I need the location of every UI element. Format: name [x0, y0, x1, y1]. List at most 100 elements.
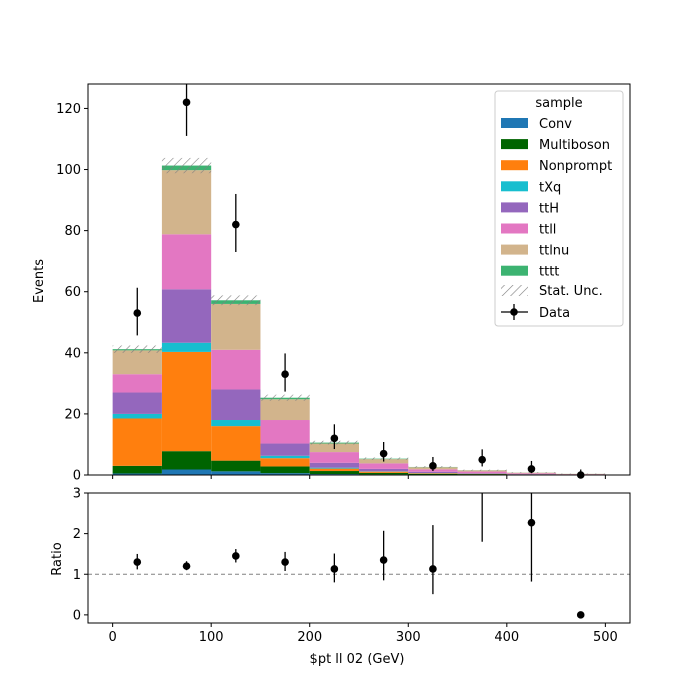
- data-point-0: [133, 309, 142, 317]
- bar-tth-bin-7: [457, 473, 507, 474]
- bar-txq-bin-4: [309, 467, 359, 469]
- data-point-1: [182, 98, 191, 107]
- main-y-tick-label-0: 0: [73, 469, 81, 484]
- bar-ttlnu-bin-3: [260, 399, 310, 421]
- ratio-points: [133, 493, 585, 619]
- data-point-5: [379, 449, 388, 458]
- legend-label-nonprompt: Nonprompt: [539, 159, 612, 174]
- bar-multiboson-bin-0: [112, 465, 162, 474]
- legend-swatch-tttt: [501, 265, 528, 276]
- ratio-point-5: [379, 556, 388, 564]
- bar-multiboson-bin-7: [457, 474, 507, 475]
- bar-ttll-bin-8: [506, 473, 557, 475]
- data-point-3: [281, 370, 289, 378]
- ratio-panel: 0 1 2 3 0 100 200 300 400 500 Ratio: [50, 487, 631, 645]
- bar-nonprompt-bin-4: [309, 468, 359, 472]
- bar-ttlnu-bin-1: [161, 170, 212, 235]
- ratio-point-2: [232, 552, 240, 560]
- bar-conv-bin-1: [161, 469, 212, 475]
- bar-multiboson-bin-3: [260, 466, 310, 474]
- bar-conv-bin-0: [112, 473, 162, 475]
- legend-label-txq: tXq: [539, 180, 561, 195]
- bar-ttlnu-bin-7: [457, 470, 507, 472]
- bar-nonprompt-bin-6: [408, 473, 458, 474]
- stacked-bars: [112, 165, 606, 475]
- bar-txq-bin-3: [260, 455, 310, 459]
- legend-label-data: Data: [539, 306, 570, 321]
- bar-ttll-bin-0: [112, 374, 162, 393]
- legend-entries: Conv Multiboson Nonprompt tXq ttH ttll ttlnu tt…: [501, 117, 612, 280]
- data-point-8: [527, 465, 536, 473]
- x-axis-label: $pt ll 02 (GeV): [310, 652, 405, 667]
- legend-swatch-tth: [501, 202, 528, 213]
- legend-label-stat-unc: Stat. Unc.: [539, 284, 603, 299]
- bar-multiboson-bin-1: [161, 451, 212, 470]
- bar-tth-bin-6: [408, 471, 458, 474]
- legend-title: sample: [535, 96, 582, 111]
- legend-entry-stat-unc: Stat. Unc.: [501, 284, 603, 299]
- ratio-point-9: [576, 611, 585, 619]
- main-y-tick-label-3: 60: [64, 285, 81, 300]
- data-point-7: [478, 455, 486, 464]
- bar-ttll-bin-4: [309, 452, 359, 463]
- legend-label-ttll: ttll: [539, 223, 556, 238]
- main-y-tick-label-2: 40: [64, 346, 81, 361]
- bar-tth-bin-0: [112, 392, 162, 414]
- main-y-tick-label-6: 120: [56, 102, 81, 117]
- bar-ttll-bin-7: [457, 471, 507, 474]
- bar-ttll-bin-2: [211, 349, 261, 390]
- legend-swatch-multiboson: [501, 139, 528, 150]
- ratio-point-3: [281, 558, 289, 566]
- data-point-4: [330, 434, 339, 443]
- bar-ttll-bin-5: [359, 463, 409, 469]
- bar-ttlnu-bin-0: [112, 350, 162, 375]
- ratio-y-tick-label-3: 3: [73, 487, 81, 502]
- ratio-y-tick-label-1: 1: [73, 568, 81, 583]
- stat-unc-band-bin-7: [457, 469, 507, 471]
- legend-label-conv: Conv: [539, 117, 572, 132]
- bar-tth-bin-4: [309, 462, 359, 468]
- x-tick-label-4: 400: [494, 630, 519, 645]
- main-y-tick-label-5: 100: [56, 163, 81, 178]
- main-y-ticks: 0 20 40 60 80 100 120: [56, 102, 88, 484]
- bar-nonprompt-bin-5: [359, 471, 409, 473]
- x-tick-label-3: 300: [396, 630, 421, 645]
- ratio-x-ticks: 0 100 200 300 400 500: [108, 623, 618, 645]
- data-points: [133, 84, 585, 479]
- bar-conv-bin-2: [211, 471, 261, 475]
- legend-label-tttt: tttt: [539, 265, 559, 280]
- bar-nonprompt-bin-1: [161, 351, 212, 452]
- ratio-point-1: [182, 562, 191, 570]
- main-y-tick-label-1: 20: [64, 407, 81, 422]
- ratio-y-tick-label-2: 2: [73, 527, 81, 542]
- ratio-point-0: [133, 558, 142, 566]
- bar-txq-bin-1: [161, 342, 212, 352]
- bar-tth-bin-2: [211, 389, 261, 421]
- ratio-y-tick-label-0: 0: [73, 608, 81, 623]
- bar-nonprompt-bin-0: [112, 418, 162, 466]
- main-y-tick-label-4: 80: [64, 224, 81, 239]
- main-panel: 0 20 40 60 80 100 120 Events sample Conv Multib…: [32, 83, 631, 484]
- legend-data-marker: [510, 308, 518, 316]
- legend: sample Conv Multiboson Nonprompt tXq ttH ttll…: [494, 90, 624, 327]
- bar-tth-bin-5: [359, 468, 409, 472]
- data-point-6: [429, 462, 437, 470]
- legend-entry-data: Data: [501, 304, 570, 321]
- legend-label-multiboson: Multiboson: [539, 138, 610, 153]
- bar-tth-bin-3: [260, 443, 310, 456]
- legend-swatch-ttlnu: [501, 244, 528, 255]
- bar-ttll-bin-1: [161, 234, 212, 290]
- bar-txq-bin-2: [211, 420, 261, 427]
- stat-unc-band-bin-0: [112, 345, 162, 353]
- stat-unc-band-bin-2: [211, 295, 261, 306]
- bar-nonprompt-bin-2: [211, 426, 261, 461]
- legend-label-tth: ttH: [539, 201, 559, 216]
- bar-nonprompt-bin-3: [260, 458, 310, 467]
- ratio-point-6: [429, 565, 437, 573]
- bar-tth-bin-1: [161, 289, 212, 343]
- ratio-y-axis-label: Ratio: [50, 542, 65, 575]
- legend-swatch-nonprompt: [501, 160, 528, 171]
- main-x-ticks: [112, 475, 606, 479]
- stat-unc-band-bin-1: [161, 157, 212, 174]
